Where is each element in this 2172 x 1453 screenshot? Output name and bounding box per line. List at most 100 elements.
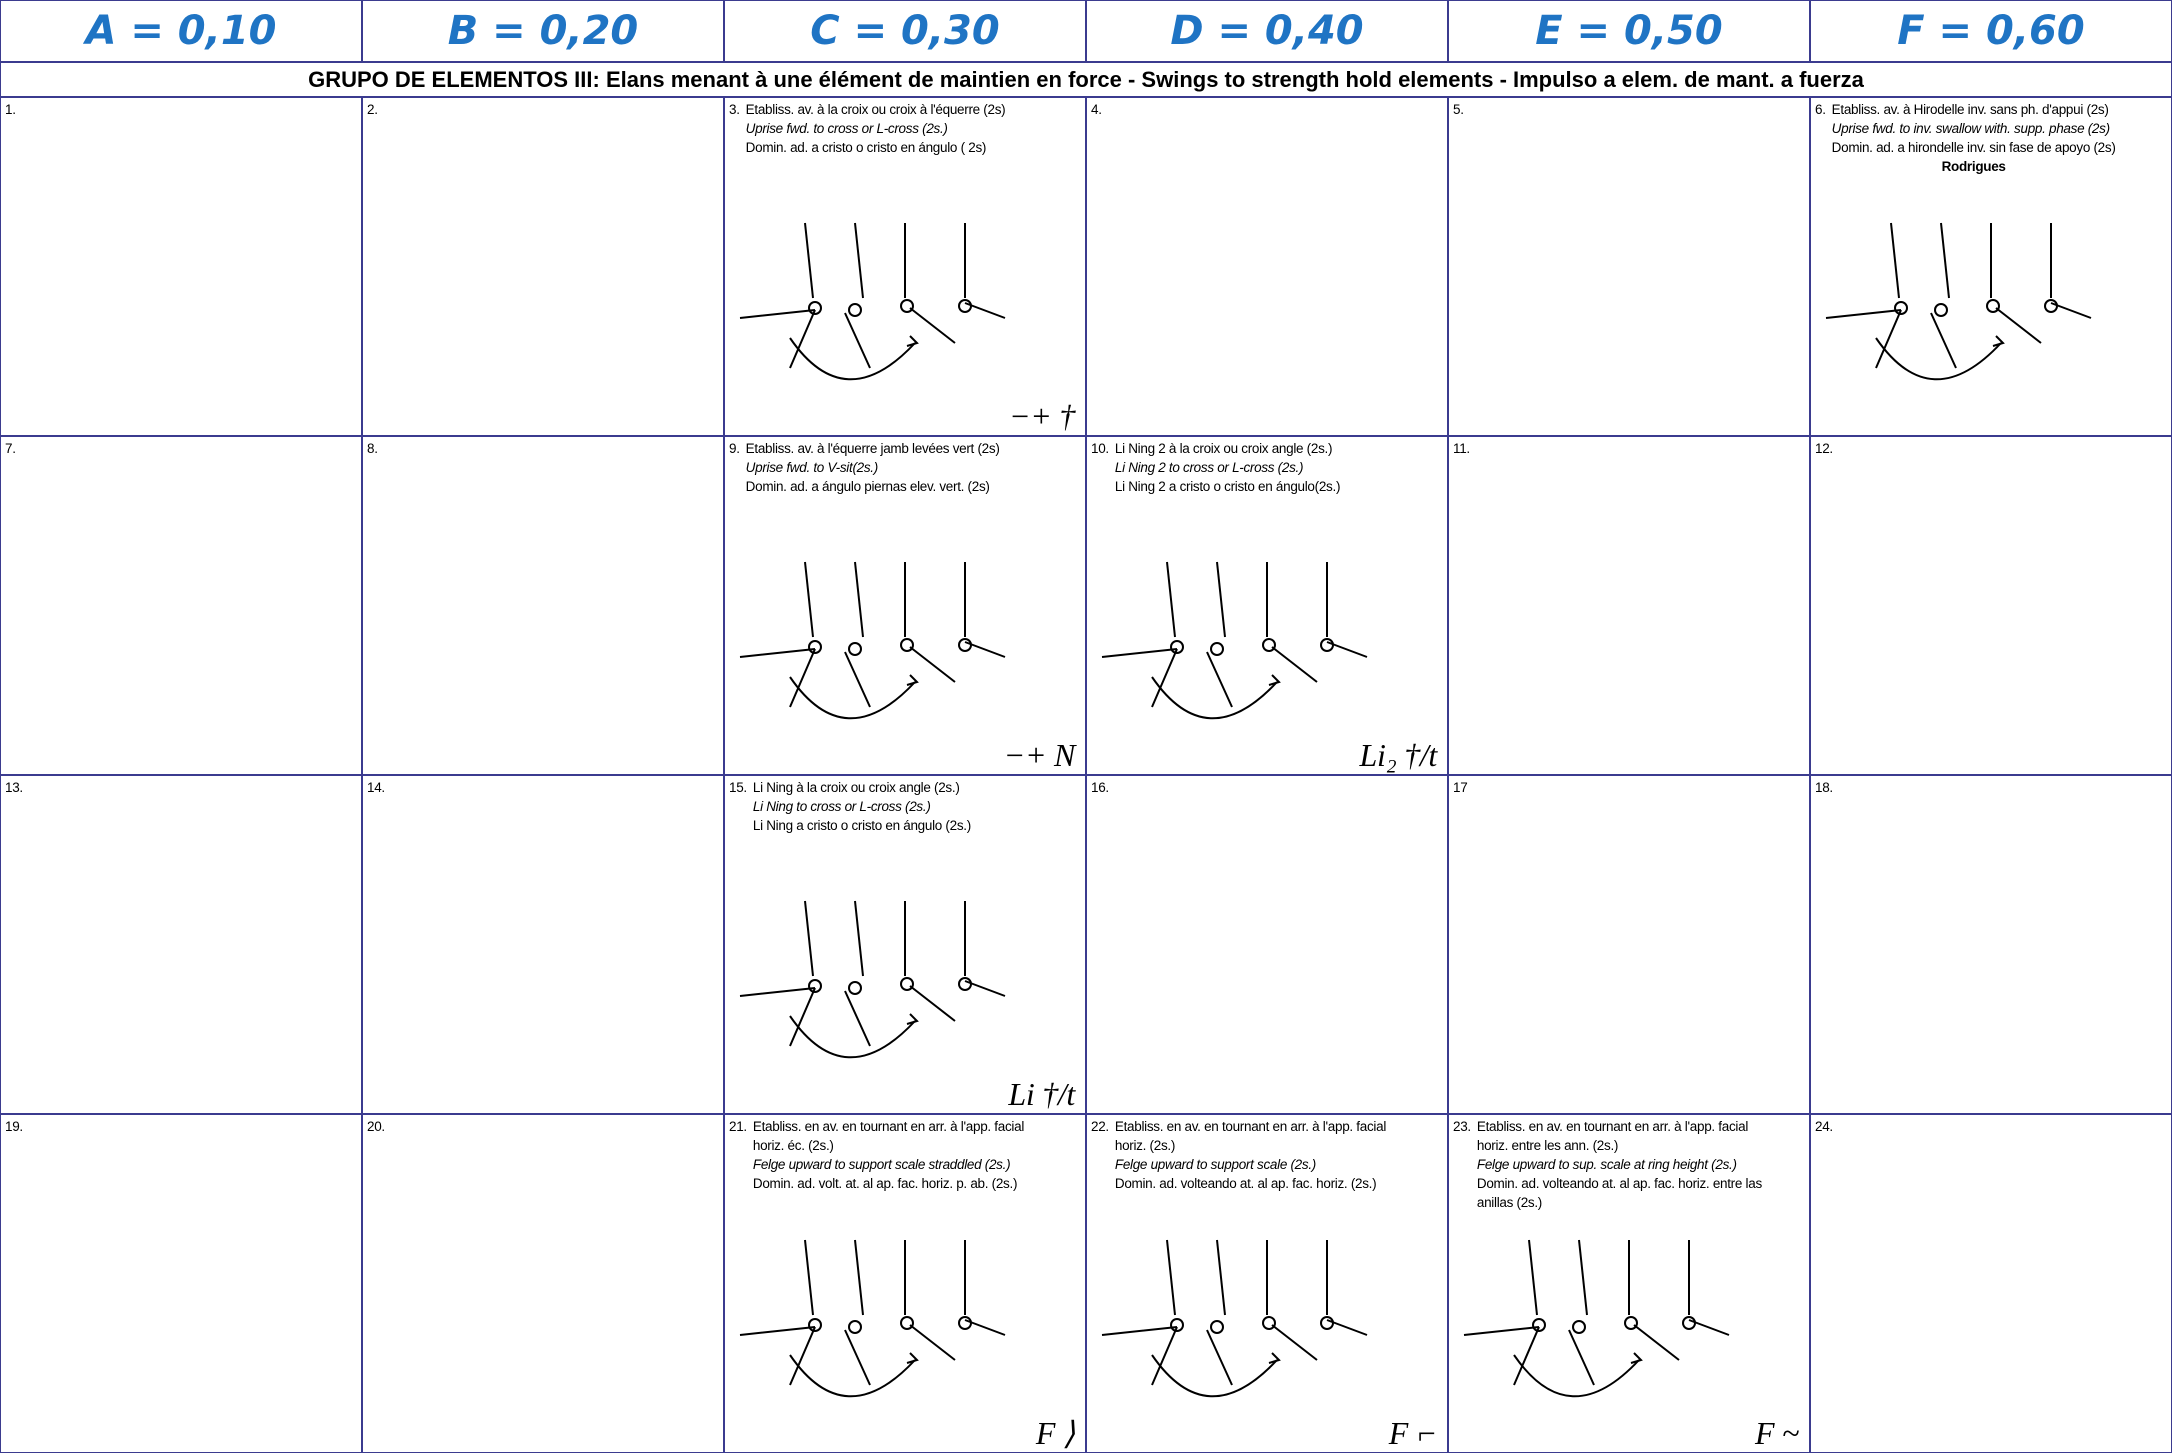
cell-content: 11. <box>1449 437 1809 460</box>
sketch-stroke <box>1166 561 1176 638</box>
sketch-stroke <box>854 1239 864 1316</box>
element-number: 9. <box>729 441 740 456</box>
element-sketch <box>1825 222 2092 381</box>
sketch-stroke <box>900 1316 914 1330</box>
text-es: Li Ning a cristo o cristo en ángulo (2s.… <box>752 818 971 833</box>
sketch-stroke <box>906 335 919 347</box>
column-header: F = 0,60 <box>1810 0 2172 62</box>
sketch-stroke <box>958 638 972 652</box>
element-number: 16. <box>1091 780 1109 795</box>
text-es: anillas (2s.) <box>1476 1195 1542 1210</box>
table-cell: 3. Etabliss. av. à la croix ou croix à l'… <box>724 97 1086 436</box>
cell-content: 23. Etabliss. en av. en tournant en arr. … <box>1449 1115 1809 1214</box>
sketch-stroke <box>1262 638 1276 652</box>
sketch-stroke <box>1320 638 1334 652</box>
sketch-stroke <box>900 299 914 313</box>
sketch-stroke <box>2044 299 2058 313</box>
cell-content: 17 <box>1449 776 1809 799</box>
sketch-stroke <box>808 1318 822 1332</box>
text-en: Li Ning to cross or L-cross (2s.) <box>752 799 931 814</box>
sketch-stroke <box>789 1015 916 1059</box>
text-fr: Etabliss. av. à Hirodelle inv. sans ph. … <box>1831 102 2109 117</box>
text-fr: Etabliss. en av. en tournant en arr. à l… <box>1114 1119 1387 1134</box>
text-en: Felge upward to support scale (2s.) <box>1114 1157 1316 1172</box>
text-en: Felge upward to sup. scale at ring heigh… <box>1476 1157 1737 1172</box>
sketch-stroke <box>900 977 914 991</box>
element-sketch <box>739 900 1006 1059</box>
element-number: 10. <box>1091 441 1109 456</box>
cell-content: 13. <box>1 776 361 799</box>
text-en: Felge upward to support scale straddled … <box>752 1157 1011 1172</box>
sketch-stroke <box>789 676 916 720</box>
element-number: 11. <box>1453 441 1470 456</box>
element-sketch <box>1101 561 1368 720</box>
sketch-stroke <box>808 979 822 993</box>
sketch-stroke <box>1151 1354 1278 1398</box>
sketch-stroke <box>1268 1352 1281 1364</box>
text-es: Domin. ad. a cristo o cristo en ángulo (… <box>745 140 987 155</box>
table-cell: 23. Etabliss. en av. en tournant en arr. … <box>1448 1114 1810 1453</box>
element-number: 23. <box>1453 1119 1471 1134</box>
table-cell: 8. <box>362 436 724 775</box>
notation-symbol: Li †/t <box>1008 1076 1075 1112</box>
sketch-stroke <box>1170 640 1184 654</box>
element-sketch <box>1463 1239 1730 1398</box>
sketch-stroke <box>739 980 1006 1047</box>
table-cell: 22. Etabliss. en av. en tournant en arr. … <box>1086 1114 1448 1453</box>
sketch-stroke <box>1216 561 1226 638</box>
column-header: E = 0,50 <box>1448 0 1810 62</box>
sketch-stroke <box>848 642 862 656</box>
sketch-stroke <box>1940 222 1950 299</box>
sketch-stroke <box>854 900 864 977</box>
sketch-stroke <box>906 674 919 686</box>
table-cell: 19. <box>0 1114 362 1453</box>
cell-content: 2. <box>363 98 723 121</box>
cell-content: 24. <box>1811 1115 2171 1138</box>
sketch-stroke <box>1934 303 1948 317</box>
sketch-stroke <box>1528 1239 1538 1316</box>
sketch-stroke <box>900 638 914 652</box>
element-number: 7. <box>5 441 16 456</box>
element-number: 3. <box>729 102 740 117</box>
sketch-stroke <box>1875 337 2002 381</box>
table-cell: 20. <box>362 1114 724 1453</box>
element-sketch <box>739 561 1006 720</box>
text-fr: Etabliss. av. à l'équerre jamb levées ve… <box>745 441 1000 456</box>
cell-content: 19. <box>1 1115 361 1138</box>
element-number: 24. <box>1815 1119 1833 1134</box>
cell-content: 6. Etabliss. av. à Hirodelle inv. sans ph… <box>1811 98 2171 178</box>
table-cell: 5. <box>1448 97 1810 436</box>
sketch-stroke <box>1682 1316 1696 1330</box>
text-es: Domin. ad. a hirondelle inv. sin fase de… <box>1831 140 2116 155</box>
element-number: 1. <box>5 102 16 117</box>
sketch-stroke <box>1992 335 2005 347</box>
sketch-stroke <box>789 337 916 381</box>
text-fr: Etabliss. av. à la croix ou croix à l'éq… <box>745 102 1006 117</box>
table-cell: 14. <box>362 775 724 1114</box>
sketch-stroke <box>906 1013 919 1025</box>
notation-symbol: F ⟩ <box>1035 1415 1075 1451</box>
element-sketch <box>1101 1239 1368 1398</box>
sketch-stroke <box>958 977 972 991</box>
sketch-stroke <box>854 222 864 299</box>
notation-symbol: −+ † <box>1009 398 1075 434</box>
sketch-stroke <box>958 1316 972 1330</box>
text-fr: Li Ning 2 à la croix ou croix angle (2s.… <box>1114 441 1333 456</box>
element-text: Etabliss. en av. en tournant en arr. à l… <box>1115 1117 1386 1193</box>
element-number: 19. <box>5 1119 23 1134</box>
sketch-stroke <box>854 561 864 638</box>
text-fr: horiz. éc. (2s.) <box>752 1138 834 1153</box>
cell-content: 18. <box>1811 776 2171 799</box>
table-cell: 16. <box>1086 775 1448 1114</box>
sketch-stroke <box>848 1320 862 1334</box>
sketch-stroke <box>1166 1239 1176 1316</box>
cell-content: 3. Etabliss. av. à la croix ou croix à l'… <box>725 98 1085 159</box>
text-fr: Etabliss. en av. en tournant en arr. à l… <box>752 1119 1025 1134</box>
sketch-stroke <box>804 1239 814 1316</box>
sketch-stroke <box>1320 1316 1334 1330</box>
sketch-stroke <box>1578 1239 1588 1316</box>
element-text: Etabliss. av. à Hirodelle inv. sans ph. … <box>1832 100 2116 176</box>
table-cell: 1. <box>0 97 362 436</box>
sketch-stroke <box>1210 642 1224 656</box>
sketch-stroke <box>804 900 814 977</box>
